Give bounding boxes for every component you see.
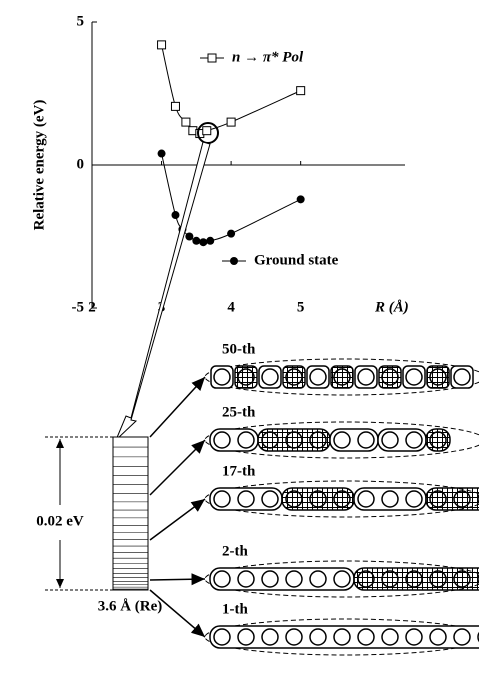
circle-marker [171,211,180,220]
unit [357,368,375,386]
square-marker [157,40,167,50]
unit [237,490,255,508]
unit [381,368,399,386]
square-marker [296,86,306,96]
state-arrow [149,589,206,638]
state-arrow [149,439,206,496]
unit [309,570,327,588]
unit [357,628,375,646]
state-arrow [149,573,206,586]
state-arrow [149,498,206,541]
level-box [112,436,149,591]
unit [405,570,423,588]
unit [405,368,423,386]
unit [477,573,479,585]
y-tick-label: 0 [77,156,85,172]
x-tick-label: 4 [227,299,235,315]
unit [381,628,399,646]
unit [237,628,255,646]
x-axis-label: R (Å) [374,299,409,315]
square-marker [202,126,212,136]
unit [453,490,471,508]
unit [429,570,447,588]
unit [261,490,279,508]
unit [429,431,447,449]
unit [285,431,303,449]
unit [237,570,255,588]
unit [213,628,231,646]
unit [405,431,423,449]
square-marker [207,53,217,63]
geometry-label: 3.6 Å (Re) [98,598,163,614]
unit [453,570,471,588]
y-axis-label: Relative energy (eV) [31,100,47,231]
unit [261,570,279,588]
unit [213,431,231,449]
unit [405,490,423,508]
unit [309,431,327,449]
state-label: 2-th [222,543,248,559]
circle-marker [192,236,201,245]
unit [261,368,279,386]
state-label: 17-th [222,463,256,479]
unit-group [209,567,355,591]
legend-label: n → π* Pol [232,49,304,65]
y-tick-label: -5 [72,299,85,315]
energy-gap-label: 0.02 eV [36,513,84,529]
circle-marker [230,257,238,265]
unit [261,431,279,449]
unit [237,368,255,386]
unit [357,570,375,588]
legend-label: Ground state [254,252,339,268]
unit [309,368,327,386]
unit-group [425,487,479,511]
unit [405,628,423,646]
unit [453,368,471,386]
circle-marker [227,229,236,238]
unit [261,628,279,646]
unit [309,490,327,508]
unit [429,490,447,508]
square-marker [170,101,180,111]
circle-marker [185,232,194,241]
unit [381,490,399,508]
unit [333,628,351,646]
unit [285,368,303,386]
unit [429,628,447,646]
unit [213,570,231,588]
unit [477,493,479,505]
y-tick-label: 5 [77,13,85,29]
circle-marker [199,238,208,247]
circle-marker [296,195,305,204]
unit [309,628,327,646]
x-tick-label: 2 [88,299,96,315]
unit [381,431,399,449]
unit [357,490,375,508]
unit [453,628,471,646]
unit [333,431,351,449]
state-arrow [149,376,206,438]
unit [381,570,399,588]
square-marker [181,117,191,127]
unit [333,368,351,386]
unit [213,368,231,386]
unit [357,431,375,449]
unit [285,490,303,508]
unit [237,431,255,449]
unit [429,368,447,386]
unit [285,628,303,646]
state-label: 25-th [222,404,256,420]
square-marker [226,117,236,127]
circle-marker [206,236,215,245]
circle-marker [157,149,166,158]
unit [333,490,351,508]
unit [333,570,351,588]
state-label: 1-th [222,601,248,617]
state-label: 50-th [222,341,256,357]
unit [285,570,303,588]
unit [213,490,231,508]
x-tick-label: 5 [297,299,305,315]
hollow-arrow [115,141,211,441]
